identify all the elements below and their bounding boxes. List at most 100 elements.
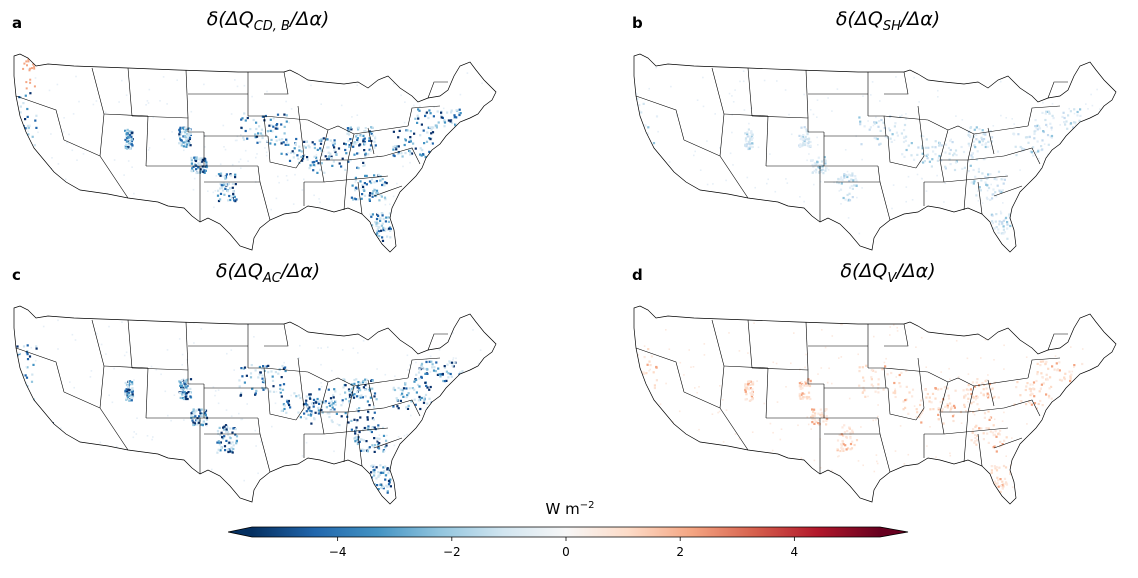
data-pixel bbox=[772, 361, 775, 364]
data-pixel bbox=[205, 165, 208, 168]
data-pixel bbox=[72, 113, 75, 115]
data-pixel bbox=[384, 181, 387, 184]
data-pixel bbox=[1001, 222, 1004, 225]
data-pixel bbox=[751, 388, 754, 391]
data-pixel bbox=[303, 221, 305, 224]
data-pixel bbox=[373, 392, 377, 395]
state-border bbox=[683, 391, 721, 409]
data-pixel bbox=[358, 395, 361, 398]
data-pixel bbox=[719, 385, 721, 387]
data-pixel bbox=[240, 391, 243, 395]
data-pixel bbox=[89, 376, 92, 378]
data-pixel bbox=[1040, 387, 1042, 389]
data-pixel bbox=[1033, 395, 1036, 398]
data-pixel bbox=[371, 231, 374, 234]
data-pixel bbox=[27, 58, 30, 61]
data-pixel bbox=[991, 193, 994, 196]
data-pixel bbox=[22, 422, 25, 425]
data-pixel bbox=[243, 381, 246, 384]
data-pixel bbox=[753, 322, 755, 324]
data-pixel bbox=[371, 444, 374, 447]
data-pixel bbox=[881, 368, 884, 371]
data-pixel bbox=[848, 199, 852, 202]
data-pixel bbox=[896, 134, 899, 137]
data-pixel bbox=[647, 348, 650, 351]
data-pixel bbox=[10, 420, 12, 422]
data-pixel bbox=[1011, 437, 1013, 439]
data-pixel bbox=[410, 147, 413, 150]
data-pixel bbox=[973, 180, 976, 183]
data-pixel bbox=[698, 428, 700, 431]
data-pixel bbox=[234, 139, 237, 142]
data-pixel bbox=[184, 143, 187, 146]
data-pixel bbox=[879, 100, 881, 102]
data-pixel bbox=[332, 402, 335, 405]
data-pixel bbox=[181, 353, 184, 356]
data-pixel bbox=[351, 394, 354, 397]
data-pixel bbox=[378, 217, 381, 220]
data-pixel bbox=[29, 92, 32, 95]
data-pixel bbox=[275, 124, 278, 127]
data-pixel bbox=[808, 145, 811, 148]
data-pixel bbox=[298, 145, 301, 148]
data-pixel bbox=[360, 449, 363, 452]
data-pixel bbox=[362, 164, 365, 167]
data-pixel bbox=[254, 429, 257, 432]
data-pixel bbox=[955, 115, 957, 117]
data-pixel bbox=[458, 113, 461, 117]
data-pixel bbox=[356, 419, 359, 422]
data-pixel bbox=[804, 128, 808, 131]
data-pixel bbox=[936, 174, 938, 177]
data-pixel bbox=[281, 138, 284, 141]
data-pixel bbox=[315, 159, 318, 162]
data-pixel bbox=[739, 80, 741, 83]
state-border bbox=[879, 433, 891, 473]
data-pixel bbox=[815, 163, 818, 166]
data-pixel bbox=[415, 76, 418, 78]
data-pixel bbox=[373, 437, 376, 440]
data-pixel bbox=[862, 379, 866, 382]
data-pixel bbox=[194, 159, 198, 163]
data-pixel bbox=[1048, 158, 1051, 160]
data-pixel bbox=[928, 400, 931, 403]
data-pixel bbox=[992, 188, 995, 191]
data-pixel bbox=[173, 394, 176, 396]
data-pixel bbox=[425, 221, 428, 224]
data-pixel bbox=[356, 166, 359, 169]
data-pixel bbox=[214, 190, 217, 192]
data-pixel bbox=[284, 143, 287, 146]
data-pixel bbox=[409, 136, 412, 139]
data-pixel bbox=[22, 168, 25, 171]
data-pixel bbox=[1050, 397, 1053, 400]
data-pixel bbox=[201, 162, 203, 165]
data-pixel bbox=[910, 142, 913, 145]
data-pixel bbox=[29, 124, 31, 127]
data-pixel bbox=[968, 410, 971, 413]
data-pixel bbox=[643, 155, 646, 158]
data-pixel bbox=[243, 479, 245, 482]
data-pixel bbox=[340, 415, 343, 418]
data-pixel bbox=[825, 415, 828, 418]
data-pixel bbox=[10, 344, 12, 346]
data-pixel bbox=[955, 340, 958, 342]
data-pixel bbox=[362, 74, 365, 77]
data-pixel bbox=[229, 173, 232, 176]
data-pixel bbox=[333, 388, 336, 391]
data-pixel bbox=[1049, 376, 1052, 379]
data-pixel bbox=[989, 417, 992, 419]
data-pixel bbox=[274, 127, 277, 130]
data-pixel bbox=[44, 199, 47, 202]
data-pixel bbox=[29, 217, 32, 220]
data-pixel bbox=[221, 182, 224, 185]
data-pixel bbox=[82, 153, 85, 155]
data-pixel bbox=[1076, 114, 1079, 117]
data-pixel bbox=[659, 171, 662, 175]
data-pixel bbox=[350, 394, 353, 397]
data-pixel bbox=[420, 364, 423, 367]
data-pixel bbox=[1042, 382, 1045, 385]
data-pixel bbox=[1042, 102, 1044, 104]
data-pixel bbox=[440, 373, 443, 376]
data-pixel bbox=[984, 181, 987, 184]
data-pixel bbox=[1002, 228, 1005, 231]
data-pixel bbox=[34, 359, 37, 362]
